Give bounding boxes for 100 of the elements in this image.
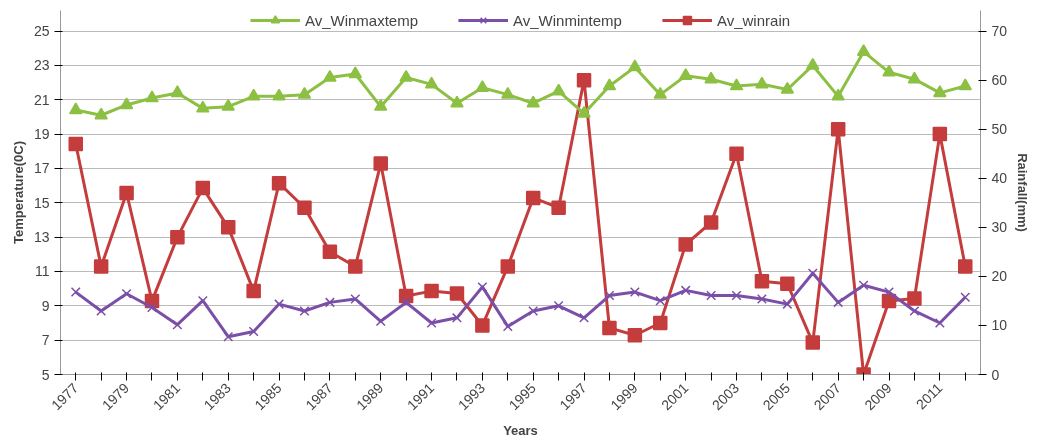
y2-axis-title: Rainfall(mm) — [1015, 153, 1031, 232]
point — [375, 316, 386, 327]
point — [477, 281, 488, 292]
y2-tick-label: 60 — [991, 72, 1008, 89]
y2-tick-label: 10 — [991, 317, 1008, 334]
y-tick-label: 21 — [33, 91, 50, 108]
point — [272, 88, 286, 101]
point — [399, 69, 413, 82]
point — [678, 68, 693, 80]
point — [223, 331, 234, 342]
point — [729, 78, 744, 91]
point — [909, 305, 920, 316]
point — [729, 146, 744, 161]
point — [678, 237, 693, 252]
point — [856, 44, 871, 56]
point — [172, 319, 183, 330]
point — [121, 288, 132, 299]
point — [703, 215, 719, 230]
point — [221, 98, 235, 111]
point — [424, 76, 439, 89]
point — [500, 259, 516, 274]
point — [196, 100, 210, 113]
point — [604, 290, 615, 301]
point — [297, 86, 312, 99]
point — [780, 276, 795, 291]
point — [170, 85, 185, 98]
point — [299, 305, 310, 316]
point — [629, 287, 640, 298]
point — [526, 95, 540, 108]
legend-label: Av_Winmintemp — [513, 11, 622, 29]
point — [449, 286, 465, 301]
point — [426, 318, 437, 328]
point — [754, 274, 770, 289]
point — [424, 283, 439, 299]
point — [960, 292, 971, 303]
point — [576, 72, 592, 88]
point — [70, 287, 81, 298]
point — [68, 136, 83, 152]
point — [932, 126, 948, 142]
point — [475, 318, 490, 333]
point — [271, 175, 287, 191]
point — [655, 295, 666, 306]
point — [706, 290, 717, 301]
point — [858, 280, 869, 291]
point — [324, 297, 335, 308]
point — [450, 95, 464, 108]
y2-tick-label: 0 — [991, 366, 1000, 383]
y-tick-label: 5 — [41, 366, 50, 383]
x-axis-title: Years — [503, 422, 538, 438]
y-tick-label: 7 — [41, 332, 50, 349]
point — [704, 71, 718, 84]
y-axis-title: Temperature(0C) — [10, 140, 26, 245]
point — [525, 190, 541, 206]
point — [297, 200, 312, 215]
y-tick-label: 15 — [33, 194, 50, 211]
point — [350, 293, 361, 304]
point — [246, 88, 261, 101]
point — [602, 320, 617, 336]
point — [348, 259, 363, 274]
y-tick-label: 9 — [41, 297, 50, 314]
point — [501, 86, 515, 99]
point — [502, 321, 513, 332]
point — [653, 315, 668, 331]
point — [958, 78, 972, 91]
point — [195, 180, 211, 196]
point — [933, 85, 947, 98]
y2-tick-label: 70 — [991, 23, 1008, 40]
y2-tick-label: 30 — [991, 219, 1008, 236]
point — [93, 259, 109, 274]
point — [528, 305, 539, 316]
point — [884, 287, 894, 298]
point — [119, 185, 134, 201]
y-tick-label: 17 — [33, 160, 50, 177]
y-tick-label: 23 — [33, 57, 50, 74]
point — [94, 107, 108, 120]
point — [653, 86, 668, 99]
y2-tick-label: 20 — [991, 268, 1008, 285]
point — [197, 295, 208, 306]
y-tick-label: 11 — [34, 263, 50, 280]
point — [401, 297, 412, 308]
point — [780, 81, 795, 94]
point — [577, 105, 591, 118]
point — [348, 66, 363, 79]
point — [373, 98, 388, 111]
y-tick-label: 25 — [33, 23, 50, 40]
point — [119, 97, 134, 110]
point — [451, 312, 462, 323]
point — [831, 88, 845, 101]
point — [680, 285, 691, 296]
point — [246, 283, 261, 299]
point — [96, 305, 107, 316]
point — [323, 69, 337, 82]
point — [579, 312, 590, 323]
point — [882, 64, 896, 77]
point — [627, 328, 643, 343]
point — [170, 229, 185, 245]
y-tick-label: 19 — [33, 126, 50, 143]
point — [248, 326, 259, 337]
point — [602, 78, 617, 91]
y2-tick-label: 50 — [991, 121, 1008, 138]
